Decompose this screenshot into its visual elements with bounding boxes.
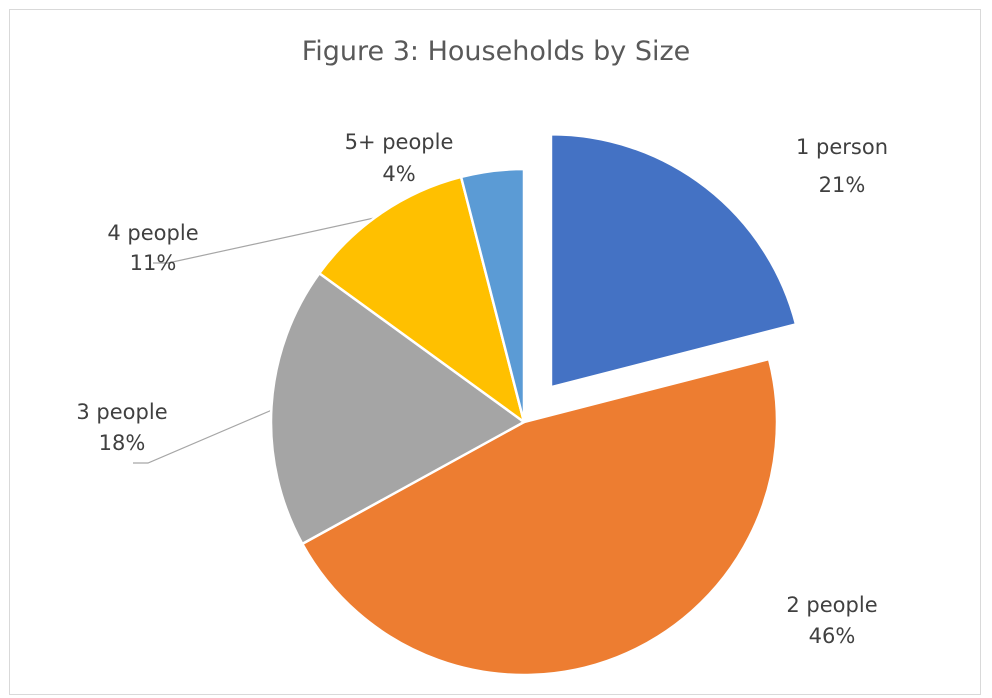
data-label-category-5plus-people: 5+ people xyxy=(345,130,454,154)
pie-slice-2-people xyxy=(301,357,779,677)
data-label-category-1-person: 1 person xyxy=(796,135,888,159)
pie-slice-3-people xyxy=(269,272,526,546)
leader-line-4-people xyxy=(153,215,384,264)
data-label-percent-5plus-people: 4% xyxy=(382,162,415,186)
data-label-percent-3-people: 18% xyxy=(99,431,146,455)
data-label-category-4-people: 4 people xyxy=(107,221,198,245)
data-label-percent-1-person: 21% xyxy=(819,173,866,197)
pie-slice-5plus-people xyxy=(459,167,526,424)
data-label-percent-2-people: 46% xyxy=(809,624,856,648)
pie-slice-4-people xyxy=(318,175,526,424)
leader-line-3-people xyxy=(133,409,273,464)
data-label-category-2-people: 2 people xyxy=(786,593,877,617)
pie-slice-1-person xyxy=(549,132,798,389)
chart-title: Figure 3: Households by Size xyxy=(302,36,691,67)
leader-lines xyxy=(133,215,384,464)
data-label-percent-4-people: 11% xyxy=(130,251,177,275)
data-labels: 1 person 21% 2 people 46% 3 people 18% 4 peopl… xyxy=(76,130,888,648)
pie-slices xyxy=(269,132,798,677)
data-label-category-3-people: 3 people xyxy=(76,400,167,424)
